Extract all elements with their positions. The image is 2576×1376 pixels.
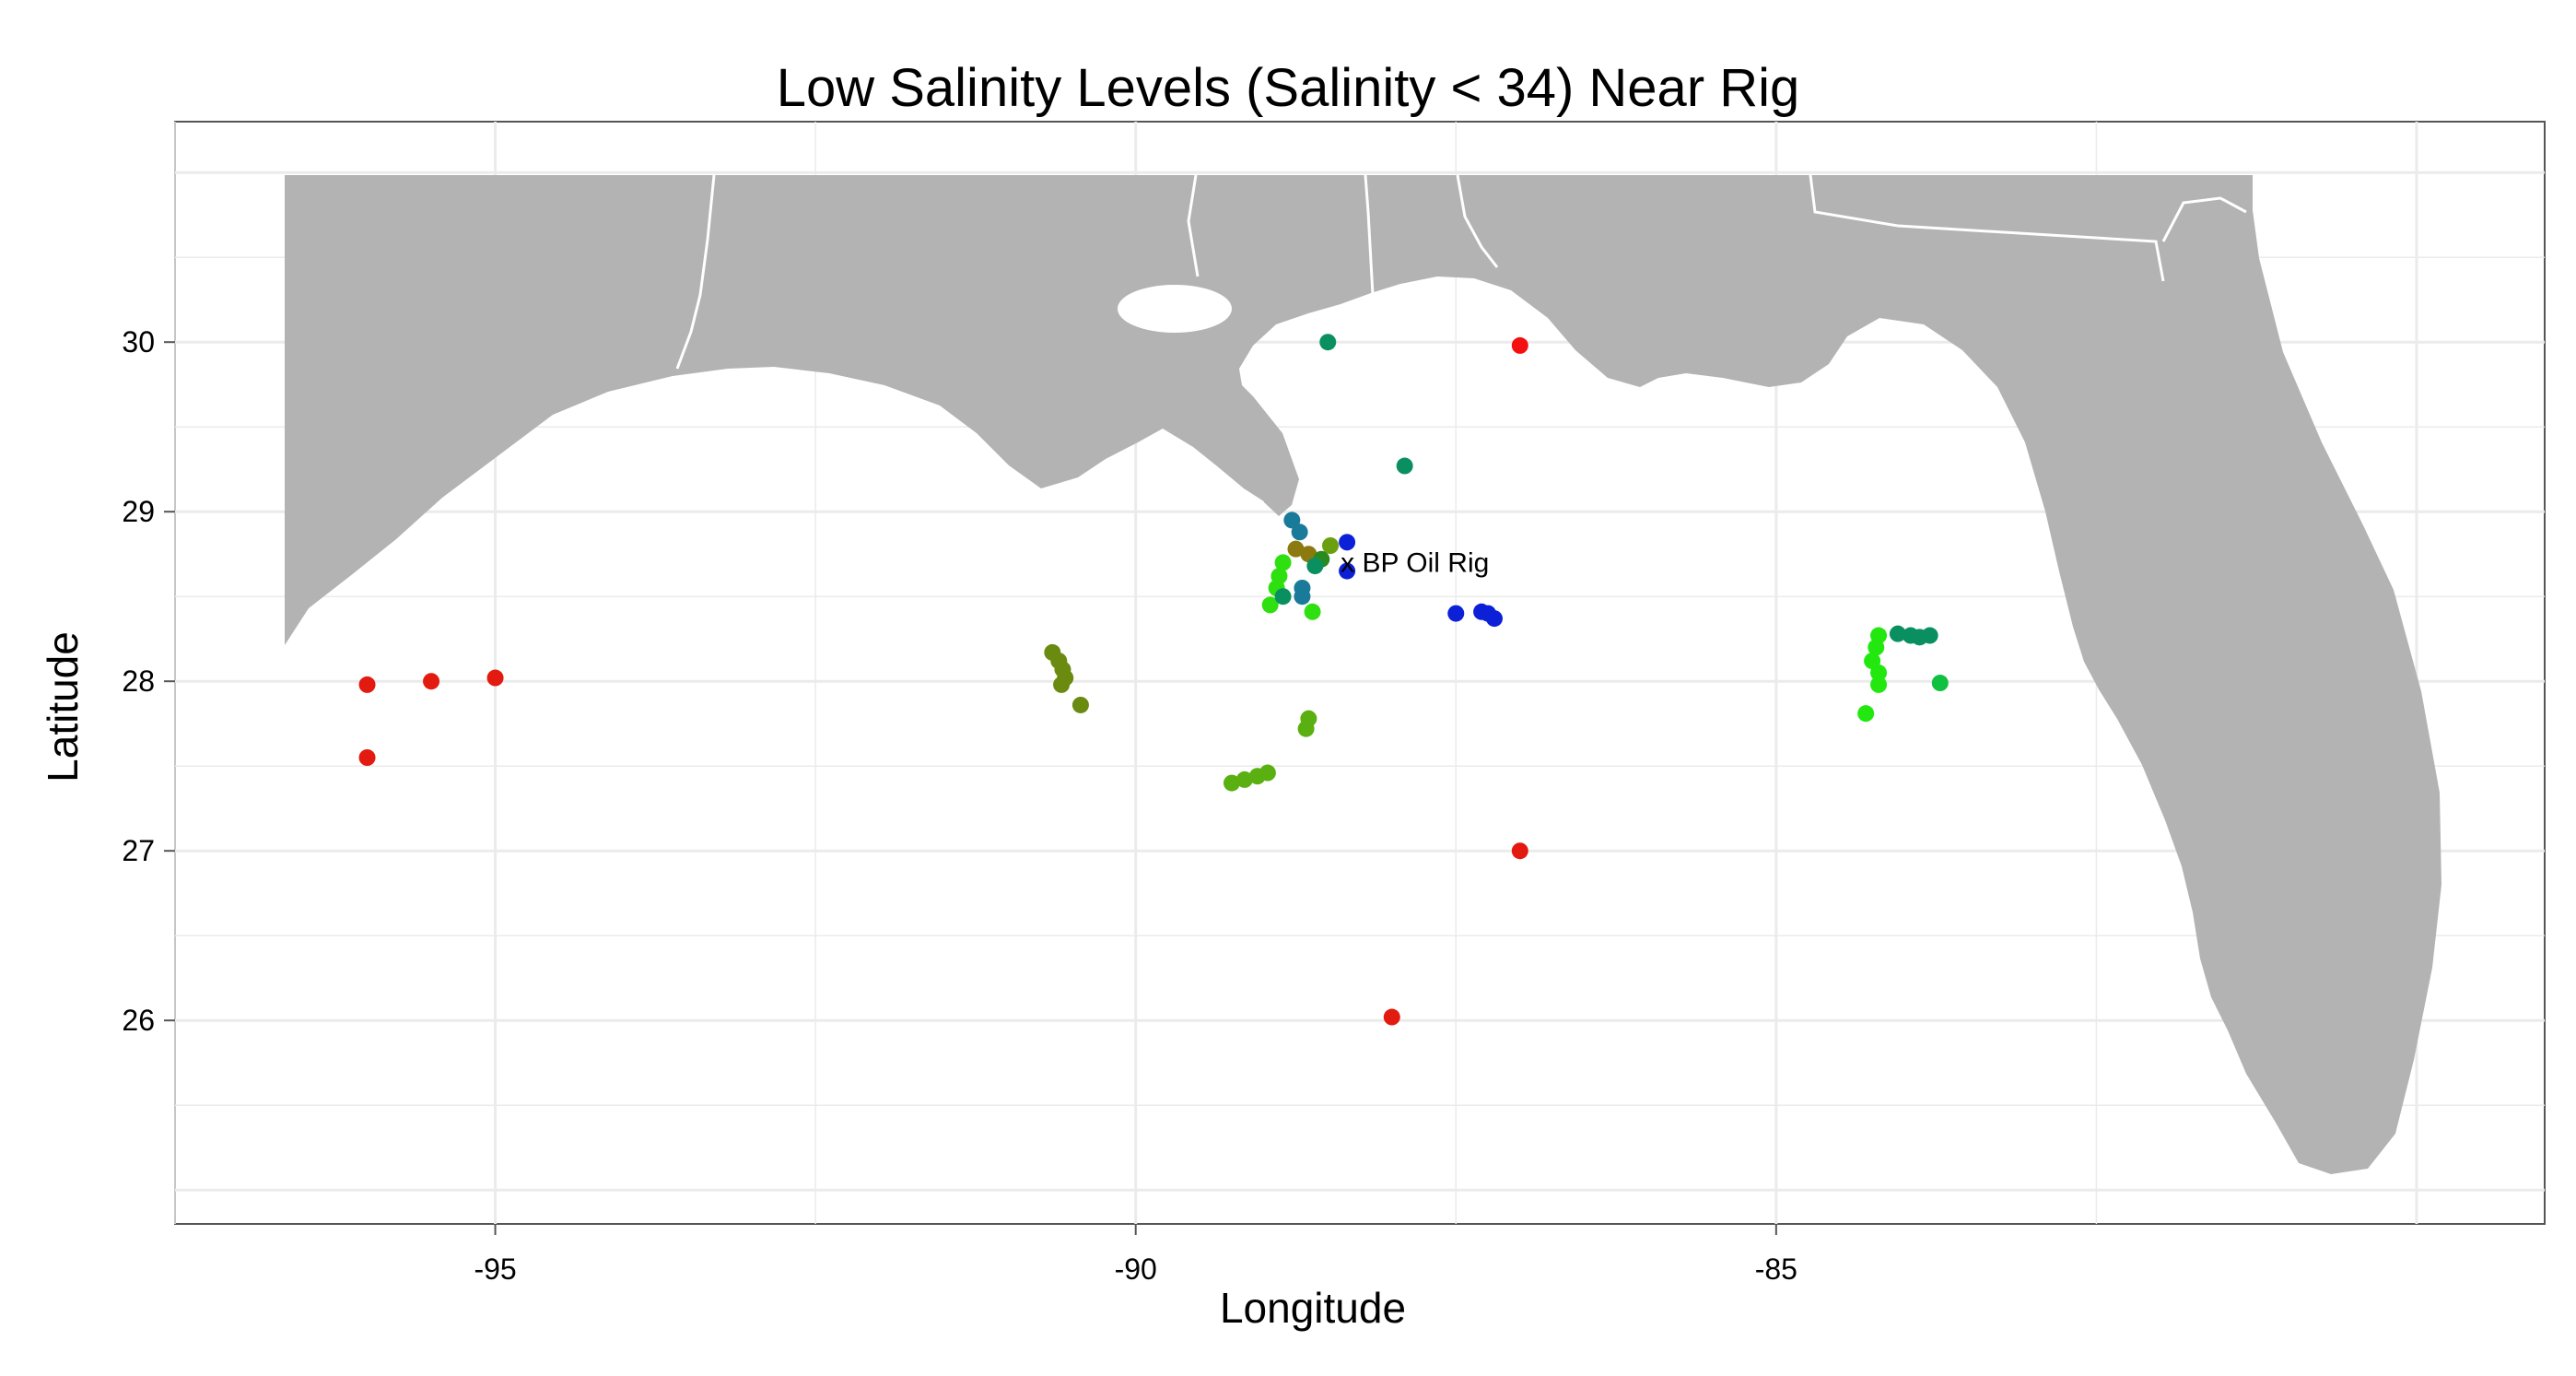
salinity-point (1304, 603, 1321, 620)
salinity-point (1383, 1008, 1400, 1026)
salinity-point (1870, 676, 1888, 693)
salinity-point (1274, 554, 1292, 571)
state-border (1809, 174, 2165, 282)
salinity-point (1287, 540, 1305, 558)
land-masses (285, 174, 2441, 1174)
salinity-point (1235, 770, 1253, 788)
salinity-point (1868, 639, 1885, 656)
salinity-point (1291, 523, 1308, 541)
salinity-point (1931, 675, 1949, 692)
x-tick-label: -95 (474, 1253, 516, 1286)
x-tick-label: -90 (1115, 1253, 1157, 1286)
data-points (358, 334, 1949, 1026)
axis-ticks: -95 -90 -85 26 27 28 29 30 (122, 325, 1797, 1286)
salinity-point (1339, 562, 1356, 580)
y-tick-label: 27 (122, 834, 155, 867)
salinity-point (1485, 610, 1503, 628)
salinity-point (1053, 676, 1071, 693)
salinity-point (1396, 457, 1413, 475)
salinity-point (1511, 336, 1528, 354)
y-tick-label: 26 (122, 1004, 155, 1037)
salinity-point (423, 673, 440, 690)
salinity-point (1283, 512, 1301, 529)
salinity-point (1870, 664, 1888, 681)
x-axis-label: Longitude (1219, 1284, 1407, 1332)
salinity-point (1511, 842, 1528, 860)
land-mainland (285, 175, 2441, 1174)
salinity-point (1322, 537, 1340, 554)
salinity-point (486, 669, 504, 687)
y-tick-label: 29 (122, 495, 155, 528)
salinity-point (1294, 588, 1311, 606)
state-border (675, 174, 716, 370)
state-border (1187, 174, 1200, 277)
salinity-point (1339, 534, 1356, 551)
x-tick-label: -85 (1755, 1253, 1797, 1286)
lake-pontchartrain (1118, 285, 1232, 333)
y-tick-label: 30 (122, 325, 155, 359)
salinity-point (358, 749, 376, 766)
salinity-point (358, 676, 376, 693)
state-border (2161, 196, 2247, 242)
land-mississippi-delta (1214, 373, 1299, 516)
salinity-point (1921, 627, 1938, 644)
state-border (1456, 174, 1499, 268)
salinity-point (1297, 720, 1315, 737)
salinity-point (1259, 764, 1276, 782)
y-axis-label: Latitude (39, 631, 87, 782)
salinity-point (1319, 334, 1337, 351)
salinity-point (1223, 774, 1240, 792)
salinity-point (1274, 588, 1292, 606)
y-tick-label: 28 (122, 664, 155, 698)
state-border (1364, 174, 1375, 296)
bp-oil-rig-annotation: x BP Oil Rig (1341, 547, 1489, 578)
salinity-point (1857, 705, 1875, 723)
salinity-point (1306, 558, 1324, 575)
salinity-point (1447, 605, 1465, 622)
salinity-point (1071, 696, 1089, 713)
chart-title: Low Salinity Levels (Salinity < 34) Near… (776, 58, 1800, 118)
salinity-point (1261, 596, 1279, 614)
salinity-point (1889, 625, 1906, 642)
